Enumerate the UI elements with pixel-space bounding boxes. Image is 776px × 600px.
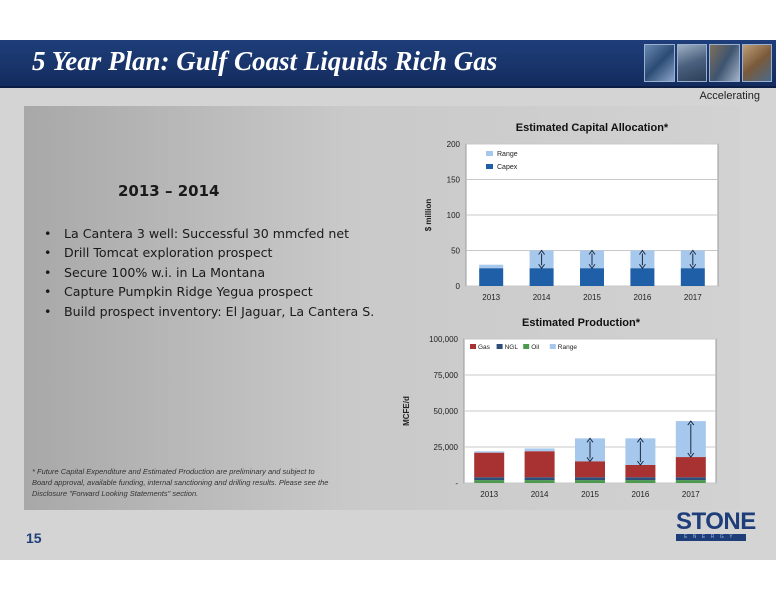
bullet-item: Drill Tomcat exploration prospect bbox=[42, 243, 374, 263]
gas-bar bbox=[524, 451, 555, 478]
ngl-bar bbox=[524, 477, 555, 481]
gas-bar bbox=[474, 452, 505, 478]
range-arrow-head-down bbox=[689, 263, 697, 270]
y-tick-label: 75,000 bbox=[434, 371, 459, 380]
x-tick-label: 2016 bbox=[632, 490, 650, 499]
y-tick-label: 50,000 bbox=[434, 407, 459, 416]
range-arrow-head-down bbox=[687, 452, 695, 458]
capex-bar bbox=[580, 268, 604, 286]
legend-swatch bbox=[470, 344, 476, 349]
y-tick-label: 100 bbox=[447, 211, 461, 220]
y-axis-label: $ million bbox=[424, 199, 433, 232]
ngl-bar bbox=[474, 477, 505, 481]
ngl-bar bbox=[675, 477, 706, 481]
legend-label: Range bbox=[497, 151, 518, 158]
range-bar bbox=[479, 264, 504, 269]
bullet-item: Secure 100% w.i. in La Montana bbox=[42, 263, 374, 283]
bullet-item: La Cantera 3 well: Successful 30 mmcfed … bbox=[42, 224, 374, 244]
legend-label: Range bbox=[558, 344, 578, 351]
x-tick-label: 2014 bbox=[531, 490, 549, 499]
capex-bar bbox=[680, 268, 705, 286]
oil-bar bbox=[575, 480, 605, 483]
legend-swatch-range bbox=[486, 151, 493, 156]
x-tick-label: 2016 bbox=[634, 293, 652, 302]
ngl-bar bbox=[575, 477, 605, 481]
capex-bar bbox=[630, 268, 655, 286]
chart-title: Estimated Capital Allocation* bbox=[516, 122, 669, 134]
range-arrow-head-down bbox=[538, 263, 545, 270]
header-photo bbox=[676, 44, 707, 82]
x-tick-label: 2015 bbox=[581, 490, 599, 499]
capex-bar bbox=[479, 268, 504, 286]
oil-bar bbox=[524, 480, 555, 483]
y-tick-label: 50 bbox=[451, 247, 460, 256]
range-arrow-head-down bbox=[588, 263, 596, 270]
footnote: * Future Capital Expenditure and Estimat… bbox=[32, 467, 329, 498]
legend-swatch-capex bbox=[486, 164, 493, 169]
slide-subtitle: Accelerating bbox=[699, 90, 760, 102]
range-arrow-head-up bbox=[586, 437, 594, 443]
legend-swatch bbox=[496, 344, 503, 349]
bullet-item: Capture Pumpkin Ridge Yegua prospect bbox=[42, 282, 374, 302]
chart-title: Estimated Production* bbox=[522, 317, 641, 329]
x-tick-label: 2013 bbox=[482, 293, 500, 302]
range-arrow-head-up bbox=[689, 249, 697, 255]
range-arrow-head-down bbox=[639, 263, 646, 270]
oil-bar bbox=[675, 480, 706, 483]
legend-swatch bbox=[549, 344, 556, 349]
y-tick-label: 200 bbox=[447, 140, 461, 149]
range-arrow-head-up bbox=[687, 420, 695, 426]
y-tick-label: - bbox=[455, 479, 458, 488]
gas-bar bbox=[575, 461, 605, 478]
company-logo: STONE ENERGY bbox=[676, 508, 756, 544]
range-arrow-head-up bbox=[639, 249, 646, 255]
range-arrow-head-up bbox=[538, 249, 545, 255]
legend-swatch bbox=[523, 344, 530, 349]
header-photo bbox=[644, 44, 675, 82]
header-photo bbox=[709, 44, 740, 82]
range-arrow-head-down bbox=[637, 460, 644, 466]
y-tick-label: 150 bbox=[447, 176, 461, 185]
legend-label: NGL bbox=[505, 344, 519, 351]
y-axis-label: MCFE/d bbox=[402, 396, 411, 426]
legend-label: Oil bbox=[531, 344, 540, 351]
slide-title: 5 Year Plan: Gulf Coast Liquids Rich Gas bbox=[32, 46, 498, 76]
legend-label: Gas bbox=[478, 344, 491, 351]
ngl-bar bbox=[625, 477, 656, 481]
x-tick-label: 2017 bbox=[684, 293, 702, 302]
x-tick-label: 2014 bbox=[533, 293, 551, 302]
oil-bar bbox=[625, 480, 656, 483]
y-tick-label: 100,000 bbox=[429, 335, 458, 344]
logo-wordmark: STONE bbox=[676, 508, 756, 535]
capex-bar bbox=[529, 268, 554, 286]
y-tick-label: 0 bbox=[456, 282, 461, 291]
x-tick-label: 2017 bbox=[682, 490, 700, 499]
x-tick-label: 2013 bbox=[480, 490, 498, 499]
gas-bar bbox=[675, 457, 706, 478]
x-tick-label: 2015 bbox=[583, 293, 601, 302]
header-photo bbox=[741, 44, 772, 82]
legend-label: Capex bbox=[497, 164, 518, 171]
logo-strip: ENERGY bbox=[676, 534, 746, 541]
range-arrow-head-up bbox=[637, 437, 644, 443]
oil-bar bbox=[474, 480, 505, 483]
bullet-item: Build prospect inventory: El Jaguar, La … bbox=[42, 302, 374, 322]
page-number: 15 bbox=[26, 530, 42, 546]
bullet-list: La Cantera 3 well: Successful 30 mmcfed … bbox=[42, 224, 374, 321]
header-photo-strip bbox=[644, 44, 772, 82]
range-arrow-head-up bbox=[588, 249, 596, 255]
range-arrow-head-down bbox=[586, 457, 594, 463]
gas-bar bbox=[625, 465, 656, 478]
period-heading: 2013 – 2014 bbox=[118, 182, 220, 200]
y-tick-label: 25,000 bbox=[434, 443, 459, 452]
range-bar bbox=[474, 451, 505, 453]
range-bar bbox=[524, 448, 555, 452]
